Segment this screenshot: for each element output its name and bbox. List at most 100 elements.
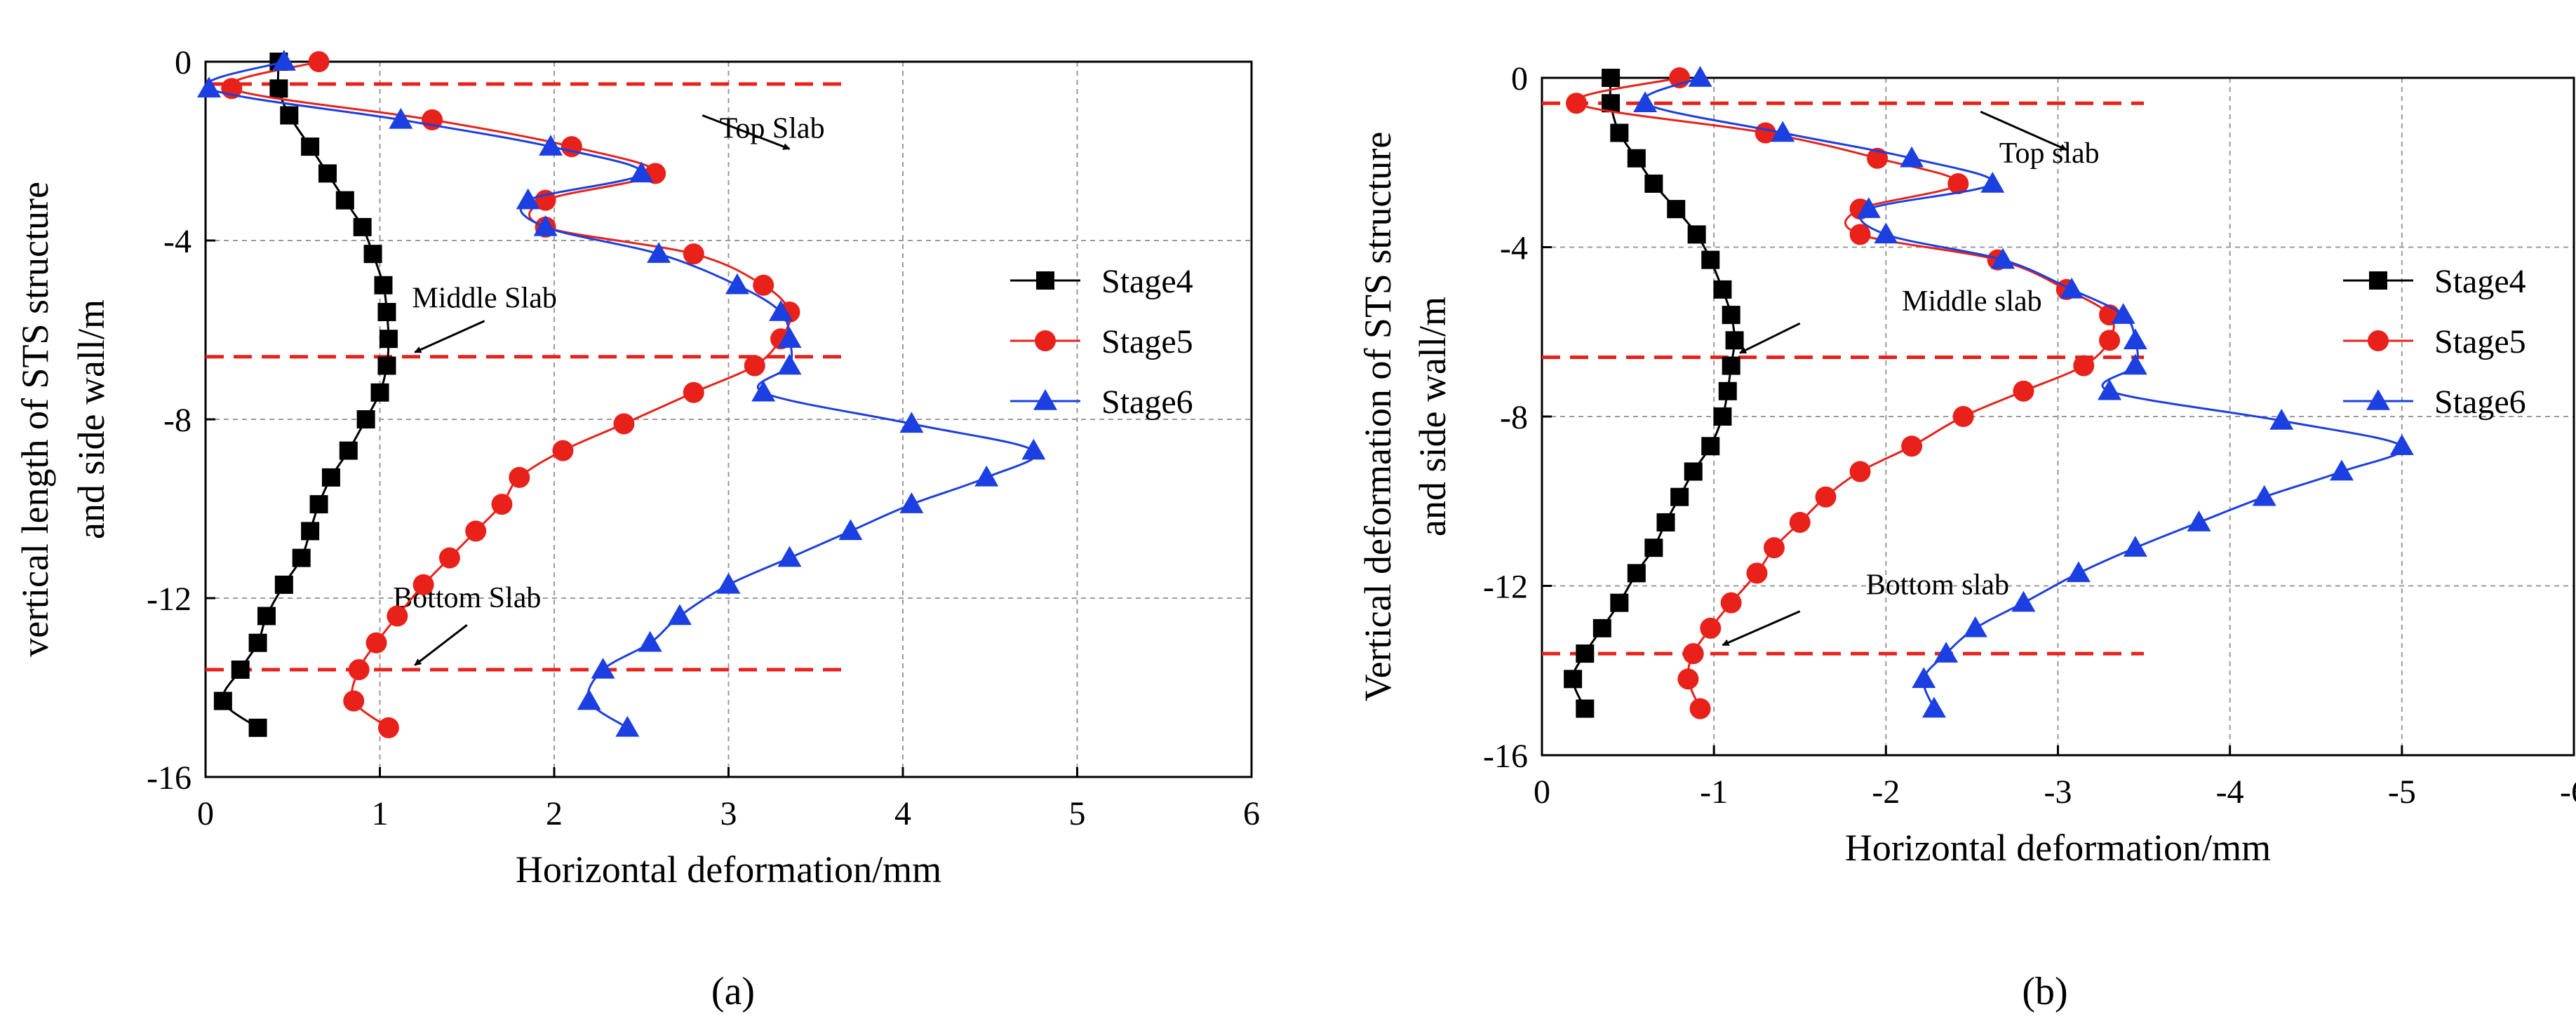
data-point — [379, 330, 398, 349]
data-point — [353, 217, 372, 236]
x-tick-label: 3 — [720, 795, 737, 832]
slab-arrow — [1980, 110, 2067, 151]
data-point — [1722, 306, 1740, 325]
data-point — [2269, 409, 2294, 430]
data-point — [577, 689, 601, 710]
data-point — [269, 79, 288, 98]
y-tick-label: 0 — [1511, 60, 1528, 97]
data-point — [1789, 511, 1811, 533]
legend-label: Stage5 — [1101, 323, 1193, 360]
y-axis-title-line: Vertical deformation of STS structure — [1357, 132, 1399, 702]
data-point — [647, 242, 671, 263]
data-point — [535, 189, 556, 211]
data-point — [365, 632, 387, 654]
data-point — [667, 604, 692, 625]
data-point — [1771, 121, 1795, 142]
data-point — [899, 412, 924, 433]
data-point — [231, 661, 250, 679]
data-point — [274, 575, 293, 594]
legend-label: Stage4 — [2434, 263, 2526, 300]
data-point — [412, 574, 434, 595]
x-axis-title: Horizontal deformation/mm — [516, 848, 941, 891]
data-point — [377, 356, 396, 375]
x-tick-label: 6 — [1243, 795, 1260, 832]
data-point — [1576, 699, 1595, 718]
data-point — [2187, 510, 2211, 532]
data-point — [777, 546, 802, 567]
data-point — [1656, 513, 1675, 532]
data-point — [1689, 698, 1711, 719]
data-point — [516, 188, 540, 210]
data-point — [2073, 355, 2095, 377]
data-point — [2011, 590, 2036, 612]
data-point — [318, 164, 337, 183]
y-axis: 0 -4 -8 -12 -16 — [147, 44, 215, 797]
data-point — [1701, 250, 1720, 269]
data-point — [777, 327, 802, 348]
data-point — [377, 717, 399, 738]
data-point — [1566, 93, 1588, 114]
legend-marker — [2369, 271, 2387, 290]
legend-label: Stage6 — [1101, 384, 1193, 421]
legend-label: Stage4 — [1101, 263, 1193, 300]
data-point — [1815, 486, 1837, 508]
slab-arrow — [1722, 610, 1801, 647]
data-point — [1564, 670, 1583, 689]
data-point — [899, 492, 924, 513]
data-point — [838, 519, 863, 541]
y-axis-title-line: vertical length of STS structure — [14, 182, 56, 657]
data-point — [1874, 222, 1898, 244]
x-tick-label: -5 — [2388, 773, 2416, 811]
data-point — [2330, 459, 2354, 481]
data-point — [1849, 461, 1871, 482]
data-point — [1610, 593, 1629, 612]
data-point — [613, 413, 635, 435]
data-point — [615, 715, 640, 737]
panel-label: (b) — [2022, 970, 2067, 1013]
data-point — [1763, 537, 1785, 559]
data-point — [2252, 485, 2276, 506]
data-point — [777, 353, 802, 375]
data-point — [1718, 381, 1737, 400]
y-axis: 0 -4 -8 -12 -16 — [1483, 60, 1552, 775]
data-point — [387, 605, 408, 627]
data-point — [301, 522, 320, 541]
data-point — [2389, 434, 2414, 456]
y-tick-label: -12 — [1483, 569, 1528, 606]
chart-panel-b: 0 -1 -2 -3 -4 -5 -6 0 -4 -8 -12 -16 Horizontal defor… — [1357, 60, 2576, 1013]
data-point — [1900, 146, 1924, 168]
data-point — [1592, 618, 1611, 637]
x-axis: 0 -1 -2 -3 -4 -5 -6 — [1534, 745, 2576, 811]
data-point — [1720, 592, 1742, 614]
y-axis-title-line: and side wall/m — [70, 299, 112, 539]
data-point — [2123, 328, 2147, 350]
slab-label: Middle Slab — [412, 283, 557, 315]
data-point — [1856, 197, 1881, 218]
data-point — [552, 440, 574, 461]
data-point — [1602, 69, 1621, 87]
data-point — [1627, 149, 1646, 168]
legend-marker — [1033, 389, 1057, 410]
data-point — [638, 630, 662, 652]
x-tick-label: -6 — [2560, 773, 2576, 811]
slab-arrow — [414, 624, 468, 666]
data-point — [1644, 539, 1663, 557]
data-point — [725, 273, 749, 295]
data-point — [374, 276, 393, 295]
data-point — [343, 690, 365, 712]
legend-label: Stage5 — [2434, 323, 2526, 360]
data-point — [2098, 379, 2122, 400]
x-axis: 0 1 2 3 4 5 6 — [197, 767, 1260, 832]
data-point — [1952, 406, 1974, 427]
x-tick-label: -4 — [2216, 773, 2244, 811]
data-point — [389, 107, 413, 129]
data-point — [561, 136, 582, 158]
x-tick-label: 2 — [546, 795, 563, 832]
data-point — [2013, 380, 2034, 402]
y-tick-label: -4 — [163, 223, 192, 260]
data-point — [716, 572, 741, 594]
data-point — [292, 548, 311, 567]
slab-arrow — [414, 320, 485, 353]
data-point — [2066, 561, 2091, 583]
data-point — [2111, 303, 2135, 324]
